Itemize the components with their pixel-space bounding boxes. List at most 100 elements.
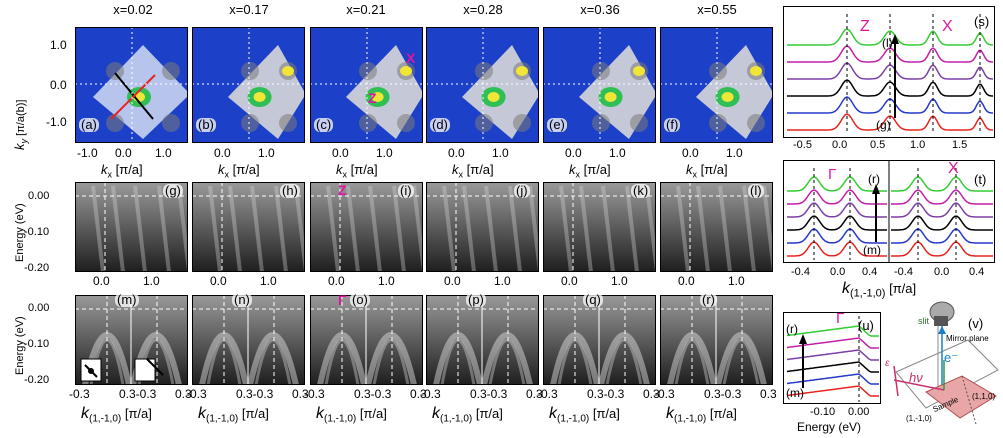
row1-xtick: 1.0 [726,146,743,160]
mdc-curve [891,202,993,218]
row1-x-label: kx [π/a] [336,162,378,180]
panel-o-gamma-symbol: Γ [338,292,347,308]
header-x021: x=0.21 [346,2,386,17]
panel-s-x-symbol: X [942,18,953,35]
row3-xtick: 0.3-0.3 [354,387,392,401]
panel-v-tag: (v) [968,316,984,331]
panel-tag: (r) [700,292,717,307]
mdc-curve [891,241,993,257]
row3-xtick: 0.3 [760,387,777,401]
row1-x-label: kx [π/a] [686,162,728,180]
row3-xtick: 0.3-0.3 [119,387,157,401]
mdc-curve [787,28,994,46]
row3-xtick: 0.3 [526,387,543,401]
arpes-spectrum-panel [426,295,539,385]
panel-tag: (p) [466,292,486,307]
header-x017: x=0.17 [229,2,269,17]
panel-tag: (a) [79,117,99,132]
panel-tag: (k) [631,183,651,198]
row1-x-label: kx [π/a] [101,162,143,180]
panel-tag: (q) [583,292,603,307]
panel-s-xtick-4: 1.5 [952,139,968,151]
row2-xtick: 0.0 [561,274,578,288]
panel-t-x-symbol: X [948,160,959,177]
panel-t [783,160,995,263]
panel-s-arrow-bottom: (g) [876,118,891,132]
row2-xtick: 0.0 [678,274,695,288]
mdc-curve [787,45,994,63]
row3-xtick: 0.3 [175,387,192,401]
mdc-curve [787,202,887,218]
row2-ytick-0: 0.00 [28,190,50,202]
panel-t-xtick-0: -0.4 [791,266,810,278]
panel-u-arrow-top: (r) [786,322,798,336]
panel-i-z-symbol: Z [338,182,347,198]
panel-t-x-label: k(1,-1,0) [π/a] [842,280,917,300]
mdc-curve [891,176,993,192]
row2-xtick: 0.0 [93,274,110,288]
panel-u-xtick-0: -0.10 [810,406,836,418]
panel-s-tag: (s) [974,14,990,29]
row3-ytick-2: -0.20 [24,374,50,386]
panel-tag: (b) [196,117,216,132]
mdc-curve [787,228,887,244]
row3-x-label: k(1,-1,0) [π/a] [198,405,269,425]
edc-curve [786,385,879,397]
row3-xtick: 0.3-0.3 [704,387,742,401]
row1-xtick: 0.0 [682,146,699,160]
panel-u-tag: (u) [858,318,874,333]
mdc-curve [891,228,993,244]
row2-xtick: 1.0 [728,274,745,288]
panel-s [783,6,995,138]
row1-y-label: ky [π/a(b)] [12,99,30,150]
row3-xtick: 0.3-0.3 [587,387,625,401]
panel-t-xtick-4: 0.0 [934,266,950,278]
panel-t-xtick-1: 0.0 [830,266,846,278]
panel-t-tag: (t) [974,172,987,187]
panel-tag: (c) [314,117,334,132]
panel-v-dir-110: (1,1,0) [972,392,996,401]
header-x036: x=0.36 [580,2,620,17]
mdc-curve [891,215,993,231]
row1-xtick: 0.0 [565,146,582,160]
row2-xtick: 1.0 [494,274,511,288]
fermi-map-panel [75,27,188,143]
row1-xtick: 1.0 [258,146,275,160]
panel-u [783,312,881,404]
panel-s-xtick-1: 0.0 [832,139,848,151]
row2-xtick: 0.0 [328,274,345,288]
row2-xtick: 1.0 [260,274,277,288]
arpes-spectrum-panel [310,182,423,272]
panel-tag: (d) [430,117,450,132]
row1-xtick: 1.0 [492,146,509,160]
panel-tag: (h) [280,183,300,198]
mdc-curve [787,215,887,231]
row2-xtick: 1.0 [611,274,628,288]
panel-t-xtick-5: 0.4 [969,266,985,278]
panel-v-hv: hν [909,370,923,385]
row1-x-label: kx [π/a] [569,162,611,180]
row2-xtick: 1.0 [143,274,160,288]
row1-ytick-1: 1.0 [50,38,67,52]
row2-xtick: 1.0 [378,274,395,288]
panel-t-xtick-2: 0.4 [862,266,878,278]
panel-tag: (i) [398,183,414,198]
row2-ytick-1: -0.10 [24,226,50,238]
row1-ytick-m1: -1.0 [46,115,67,129]
row1-x-label: kx [π/a] [452,162,494,180]
row2-xtick: 0.0 [444,274,461,288]
panel-u-arrow-bottom: (m) [786,386,804,400]
row1-ytick-0: 0.0 [50,78,67,92]
row1-x-label: kx [π/a] [218,162,260,180]
row1-xtick: -1.0 [77,146,98,160]
panel-tag: (g) [163,183,183,198]
row3-xtick: -0.3 [654,387,675,401]
panel-v-schematic [893,301,999,425]
panel-u-x-label: Energy (eV) [797,420,862,434]
mdc-curve [891,189,993,205]
row3-xtick: 0.3 [410,387,427,401]
row3-ytick-0: 0.00 [28,302,50,314]
row3-xtick: 0.3 [643,387,660,401]
panel-c-x-symbol: X [406,50,416,66]
panel-v-dir-1m10: (1,-1,0) [906,414,932,423]
